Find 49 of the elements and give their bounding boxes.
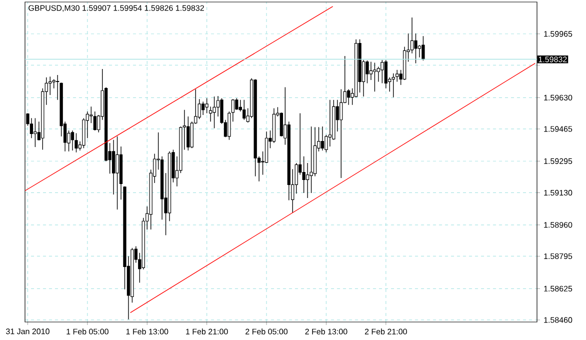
candlestick [410, 17, 414, 54]
candlestick [376, 66, 380, 82]
candlestick [384, 60, 388, 89]
candlestick [422, 36, 425, 61]
y-tick-label: 1.59965 [544, 31, 572, 37]
candlestick [347, 88, 350, 106]
x-tick-label: 2 Feb 21:00 [364, 328, 407, 334]
ref-line-label: 1.59832 [538, 56, 567, 62]
candlestick [242, 100, 246, 120]
candlestick [392, 72, 395, 98]
candlestick [366, 60, 369, 84]
x-tick-label: 1 Feb 13:00 [126, 328, 168, 334]
y-tick-label: 1.58460 [544, 317, 572, 323]
candlestick [328, 100, 332, 147]
candlestick [202, 101, 205, 116]
y-tick-label: 1.58960 [544, 222, 572, 228]
candlestick [112, 139, 116, 195]
candlestick [198, 98, 201, 120]
y-tick-label: 1.59295 [544, 158, 572, 164]
candlestick [208, 106, 212, 122]
y-tick-label: 1.59630 [544, 94, 572, 100]
candlestick [212, 96, 216, 129]
candlestick [396, 70, 399, 82]
x-tick-label: 31 Jan 2010 [6, 328, 50, 334]
y-tick-label: 1.59465 [544, 126, 572, 132]
candlestick [280, 112, 284, 137]
y-tick-label: 1.58795 [544, 253, 572, 260]
candlestick [373, 62, 376, 92]
y-tick-label: 1.59130 [544, 190, 572, 196]
candlestick [235, 98, 238, 110]
x-tick-label: 1 Feb 05:00 [66, 328, 108, 334]
candlestick [48, 76, 52, 96]
candlestick [30, 118, 34, 138]
candlestick [418, 44, 422, 58]
y-tick-label: 1.58625 [544, 286, 572, 292]
candlestick [93, 111, 96, 131]
candlestick [414, 33, 418, 64]
chart-title: GBPUSD,M30 1.59907 1.59954 1.59826 1.59832 [28, 5, 204, 12]
candlestick [340, 88, 343, 178]
candlestick [34, 118, 37, 148]
candlestick [380, 60, 384, 84]
x-tick-label: 2 Feb 05:00 [246, 328, 288, 334]
x-tick-label: 2 Feb 13:00 [305, 328, 348, 334]
candlestick [116, 136, 119, 210]
candlestick [70, 130, 74, 151]
candlestick [74, 132, 78, 153]
candlestick [320, 126, 324, 151]
candlestick [306, 162, 310, 198]
x-tick-label: 1 Feb 21:00 [186, 328, 228, 334]
